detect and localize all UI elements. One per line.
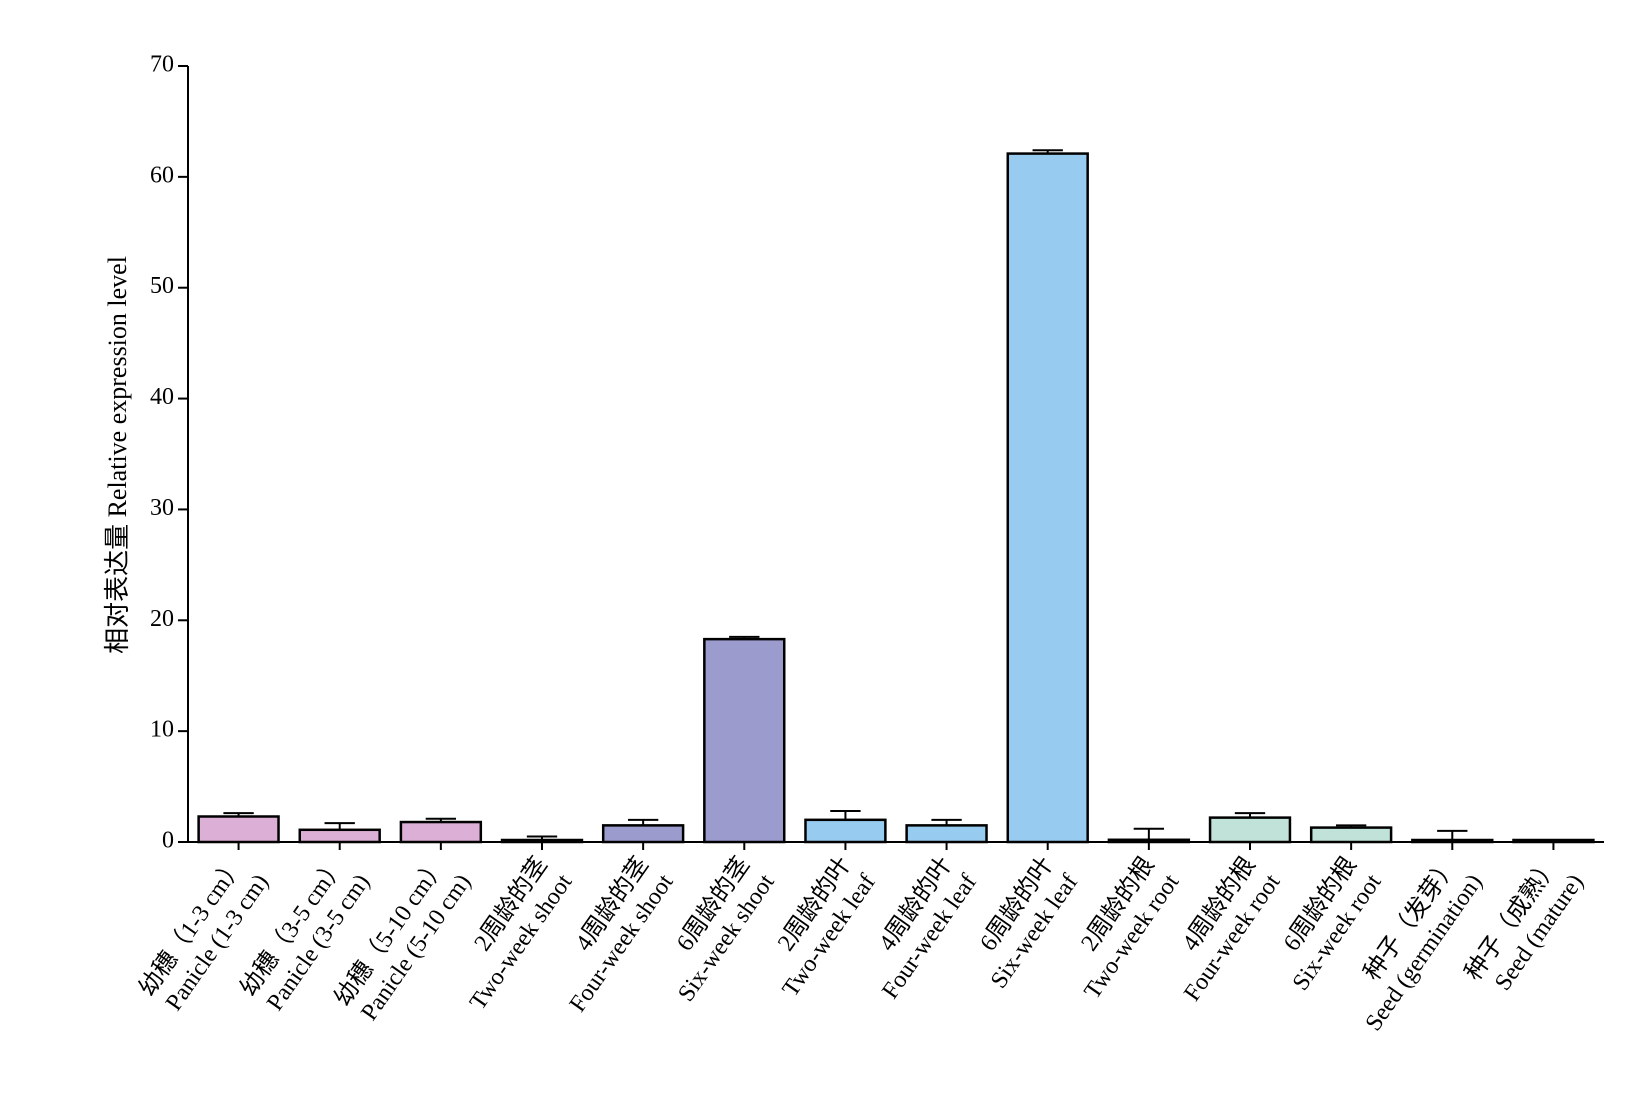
bar xyxy=(1006,152,1089,844)
x-category-label: 种子（成熟）Seed (mature) xyxy=(1460,852,1589,996)
bar xyxy=(399,820,483,844)
bar xyxy=(905,824,988,844)
y-axis-title: 相对表达量 Relative expression level xyxy=(103,256,132,654)
x-labels-group: 幼穗（1-3 cm）Panicle (1-3 cm)幼穗（3-5 cm）Pani… xyxy=(134,842,1589,1036)
bar xyxy=(703,637,786,844)
y-tick-label: 40 xyxy=(150,384,174,410)
y-tick-label: 20 xyxy=(150,606,174,632)
bar xyxy=(804,818,887,844)
y-tick-label: 50 xyxy=(150,273,174,299)
bar xyxy=(601,824,685,844)
bar xyxy=(1309,826,1393,844)
bars-group xyxy=(197,152,1595,844)
y-ticks-group: 0 10 20 30 40 50 60 70 xyxy=(150,52,188,854)
y-tick-label: 30 xyxy=(150,495,174,521)
bar xyxy=(298,828,381,844)
y-tick-label: 70 xyxy=(150,52,174,78)
bar xyxy=(1208,816,1292,844)
y-tick-label: 60 xyxy=(150,162,174,188)
y-tick-label: 0 xyxy=(162,828,174,854)
error-bars-group xyxy=(223,149,1569,842)
y-tick-label: 10 xyxy=(150,717,174,743)
bar xyxy=(197,815,280,844)
axes-group xyxy=(187,66,1604,843)
